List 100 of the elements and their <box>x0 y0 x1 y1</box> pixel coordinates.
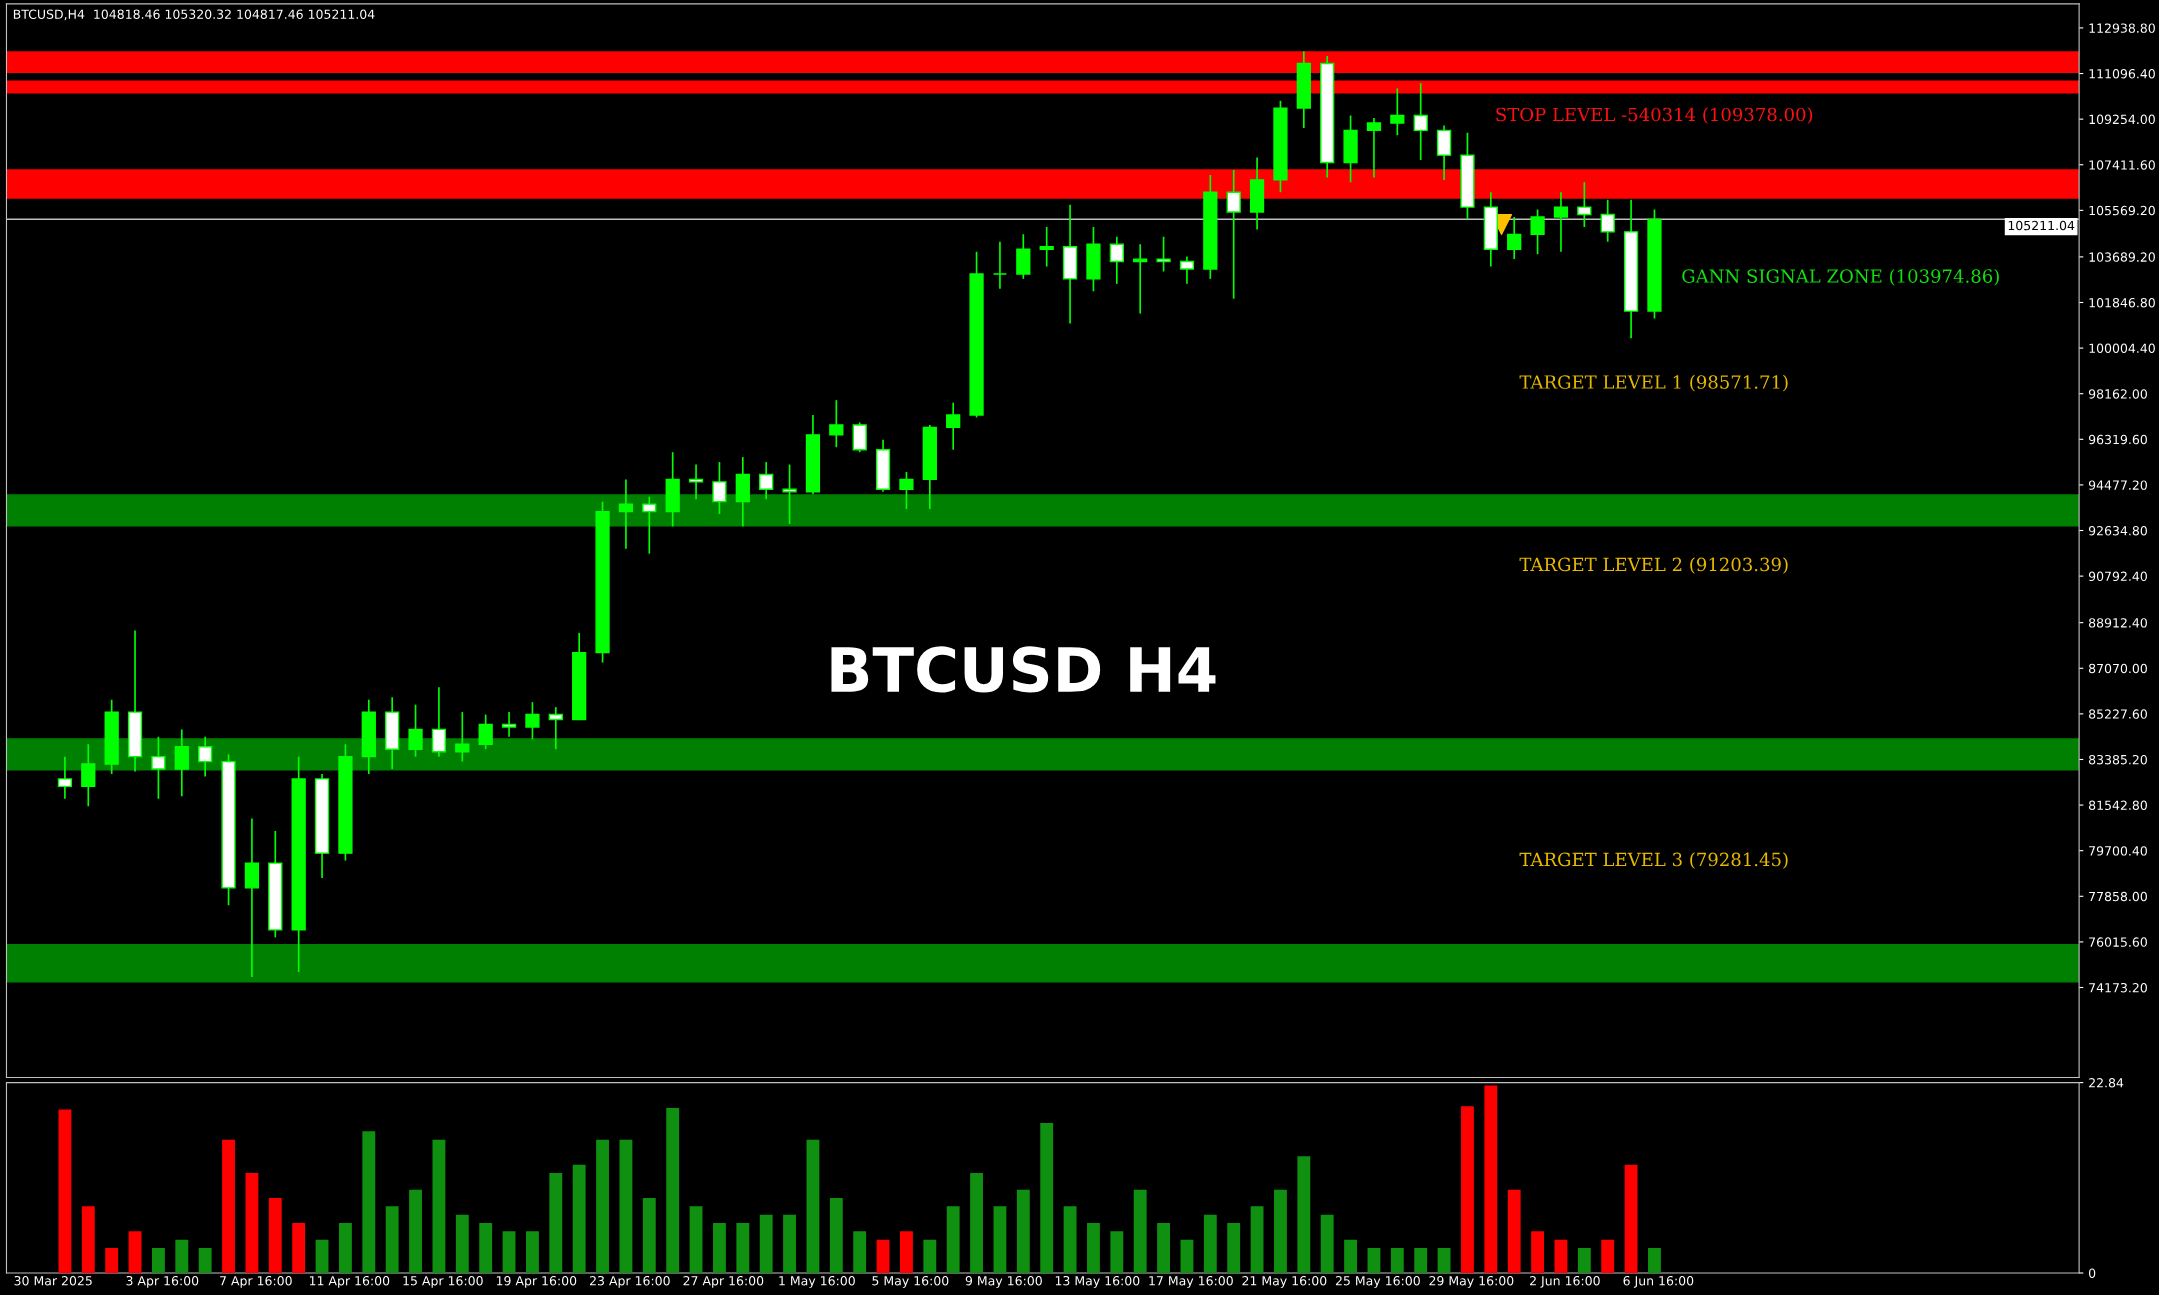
bar <box>549 1172 563 1273</box>
bar <box>479 1222 493 1273</box>
bar <box>713 1222 726 1273</box>
bar <box>222 1139 235 1273</box>
y-tick-label: 111096.40 <box>2089 69 2155 79</box>
x-tick-label: 17 May 16:00 <box>1149 1275 1233 1288</box>
candlestick <box>1156 235 1171 273</box>
x-tick-label: 23 Apr 16:00 <box>589 1275 670 1288</box>
annotation: GANN SIGNAL ZONE (103974.86) <box>1682 268 1999 286</box>
y-tick-label: 103689.20 <box>2089 252 2155 262</box>
y-tick-label: 83385.20 <box>2088 754 2147 765</box>
bar <box>993 1206 1007 1273</box>
x-tick-label: 19 Apr 16:00 <box>496 1275 577 1288</box>
candlestick <box>1226 169 1241 300</box>
x-tick-label: 29 May 16:00 <box>1429 1275 1514 1288</box>
y-tick-label: 100004.40 <box>2089 343 2155 354</box>
bar <box>315 1239 329 1273</box>
bar <box>1390 1247 1404 1273</box>
candlestick <box>478 713 493 751</box>
bar <box>1484 1085 1498 1273</box>
candlestick <box>81 743 96 807</box>
x-tick-label: 2 Jun 16:00 <box>1530 1275 1600 1288</box>
bar <box>432 1139 446 1273</box>
bar <box>151 1247 165 1273</box>
bar <box>1601 1239 1615 1273</box>
bar <box>1110 1231 1124 1273</box>
bar <box>783 1214 796 1273</box>
x-tick-label: 30 Mar 2025 <box>14 1275 92 1286</box>
bar <box>1437 1247 1451 1273</box>
bar <box>409 1189 422 1273</box>
candlestick <box>1109 235 1124 285</box>
candlestick <box>688 463 704 501</box>
bar <box>1531 1231 1545 1273</box>
bar <box>1461 1106 1474 1273</box>
candlestick <box>1133 243 1148 315</box>
candlestick <box>829 399 844 449</box>
y-tick-label: 90792.40 <box>2088 571 2147 582</box>
bar <box>1227 1222 1241 1273</box>
x-tick-label: 21 May 16:00 <box>1242 1275 1327 1288</box>
bar <box>923 1239 937 1273</box>
bar <box>1344 1239 1357 1273</box>
x-tick-label: 13 May 16:00 <box>1055 1275 1140 1288</box>
y-tick-label: 76015.60 <box>2089 937 2147 947</box>
bar <box>736 1222 750 1273</box>
bar <box>619 1139 633 1273</box>
x-tick-label: 27 Apr 16:00 <box>683 1275 764 1288</box>
bar <box>1133 1189 1147 1273</box>
x-tick-label: 25 May 16:00 <box>1335 1275 1420 1288</box>
candlestick <box>408 703 423 758</box>
bar <box>1297 1156 1311 1273</box>
y-tick-label: 74173.20 <box>2089 982 2147 993</box>
bar <box>1554 1239 1568 1273</box>
y-tick-label: 0 <box>2088 1268 2096 1278</box>
x-tick-label: 15 Apr 16:00 <box>403 1275 483 1288</box>
annotation: TARGET LEVEL 2 (91203.39) <box>1519 557 1788 574</box>
bar <box>900 1231 913 1273</box>
candlestick <box>1390 87 1405 137</box>
bar <box>946 1206 960 1273</box>
y-tick-label: 96319.60 <box>2088 434 2147 445</box>
y-tick-label: 94477.20 <box>2088 480 2147 490</box>
candlestick <box>1600 198 1615 243</box>
bar <box>642 1197 656 1273</box>
candlestick <box>899 471 914 510</box>
bar <box>853 1231 867 1273</box>
bar <box>806 1139 820 1273</box>
bar <box>829 1197 843 1273</box>
y-tick-label: 105569.20 <box>2089 205 2155 216</box>
x-tick-label: 7 Apr 16:00 <box>220 1275 292 1288</box>
bar <box>105 1247 119 1273</box>
bar <box>1414 1247 1428 1273</box>
bar <box>455 1214 469 1273</box>
x-tick-label: 1 May 16:00 <box>779 1275 855 1288</box>
bar <box>1203 1214 1217 1273</box>
y-tick-label: 77858.00 <box>2089 891 2147 902</box>
x-tick-label: 3 Apr 16:00 <box>126 1275 199 1288</box>
bar <box>128 1231 142 1273</box>
x-tick-label: 9 May 16:00 <box>965 1275 1042 1288</box>
candlestick <box>712 461 727 515</box>
bar <box>58 1109 72 1273</box>
candlestick <box>642 495 657 555</box>
chart-title: BTCUSD,H4 104818.46 105320.32 104817.46 105211.04 <box>13 9 375 21</box>
x-tick-label: 11 Apr 16:00 <box>309 1275 390 1288</box>
annotation: TARGET LEVEL 1 (98571.71) <box>1519 374 1788 392</box>
bar <box>970 1172 983 1273</box>
y-tick-label: 79700.40 <box>2089 846 2147 856</box>
bar <box>876 1239 890 1273</box>
bar <box>292 1222 306 1273</box>
bar <box>1250 1206 1264 1273</box>
bar <box>268 1197 282 1273</box>
candlestick <box>501 711 517 738</box>
bar <box>81 1206 95 1273</box>
candlestick <box>151 735 166 800</box>
annotation: STOP LEVEL -540314 (109378.00) <box>1496 107 1813 124</box>
candlestick <box>1530 208 1545 255</box>
candlestick <box>1553 191 1569 253</box>
annotation: BTCUSD H4 <box>831 646 1216 693</box>
candlestick <box>759 461 774 501</box>
candlestick <box>431 686 447 758</box>
y-tick-label: 109254.00 <box>2089 114 2155 125</box>
bar <box>1367 1247 1381 1273</box>
